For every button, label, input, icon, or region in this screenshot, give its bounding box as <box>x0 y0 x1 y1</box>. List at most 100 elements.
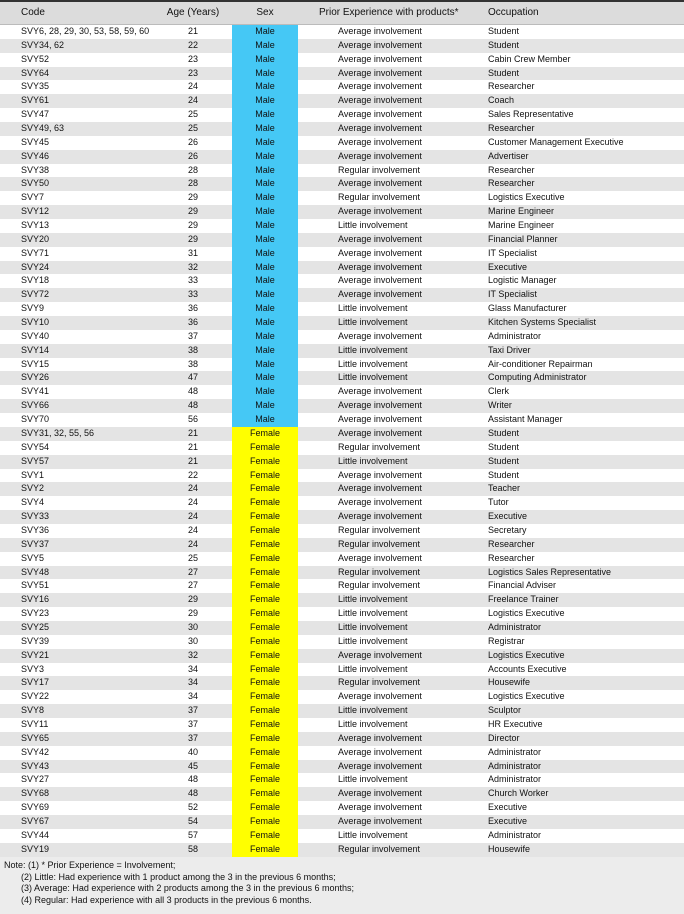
cell-prior-experience: Average involvement <box>338 815 422 826</box>
cell-occupation: Administrator <box>488 746 542 757</box>
cell-prior-experience: Average involvement <box>338 26 422 36</box>
cell-occupation: Housewife <box>488 843 531 854</box>
table-row: SVY42 40 Female Average involvement Administ… <box>0 745 684 760</box>
cell-prior-experience: Average involvement <box>338 289 422 300</box>
cell-prior-experience: Average involvement <box>338 788 422 799</box>
cell-prior-experience: Average involvement <box>338 233 422 244</box>
table-row: SVY51 27 Female Regular involvement Financia… <box>0 579 684 594</box>
cell-prior-experience: Little involvement <box>338 358 408 369</box>
header-age: Age (Years) <box>166 7 220 18</box>
cell-age: 27 <box>187 566 198 577</box>
table-row: SVY27 48 Female Little involvement Administr… <box>0 773 684 788</box>
cell-prior-experience: Average involvement <box>338 400 422 411</box>
cell-age: 31 <box>187 247 198 258</box>
cell-sex: Female <box>232 787 298 802</box>
cell-age: 33 <box>187 289 198 300</box>
cell-code: SVY69 <box>21 802 50 813</box>
cell-occupation: Teacher <box>488 483 521 494</box>
cell-occupation: Air-conditioner Repairman <box>488 358 593 369</box>
table-row: SVY34, 62 22 Male Average involvement Studen… <box>0 38 684 53</box>
table-row: SVY36 24 Female Regular involvement Secretar… <box>0 523 684 538</box>
table-row: SVY3 34 Female Little involvement Accounts E… <box>0 662 684 677</box>
cell-prior-experience: Average involvement <box>338 386 422 397</box>
cell-age: 36 <box>187 317 198 328</box>
cell-sex: Male <box>232 371 298 386</box>
cell-prior-experience: Average involvement <box>338 39 422 50</box>
cell-prior-experience: Average involvement <box>338 261 422 272</box>
cell-age: 23 <box>187 53 198 64</box>
cell-code: SVY17 <box>21 677 50 688</box>
cell-prior-experience: Regular involvement <box>338 538 421 549</box>
cell-sex: Female <box>232 537 298 552</box>
cell-prior-experience: Average involvement <box>338 414 422 425</box>
cell-occupation: Administrator <box>488 829 542 840</box>
cell-prior-experience: Average involvement <box>338 123 422 134</box>
table-row: SVY11 37 Female Little involvement HR Execut… <box>0 717 684 732</box>
cell-occupation: IT Specialist <box>488 247 537 258</box>
cell-sex: Female <box>232 496 298 511</box>
cell-code: SVY20 <box>21 233 50 244</box>
table-row: SVY10 36 Male Little involvement Kitchen Sys… <box>0 316 684 330</box>
header-sex: Sex <box>256 7 274 18</box>
cell-sex: Male <box>232 343 298 358</box>
cell-code: SVY27 <box>21 774 50 785</box>
cell-code: SVY38 <box>21 164 50 175</box>
cell-sex: Female <box>232 828 298 843</box>
cell-occupation: Logistics Executive <box>488 608 565 619</box>
cell-prior-experience: Average involvement <box>338 732 422 743</box>
table-row: SVY49, 63 25 Male Average involvement Resear… <box>0 122 684 136</box>
cell-occupation: Student <box>488 67 520 78</box>
cell-prior-experience: Little involvement <box>338 317 408 328</box>
header-code: Code <box>21 7 45 18</box>
cell-age: 29 <box>187 220 198 231</box>
cell-prior-experience: Regular involvement <box>338 677 421 688</box>
cell-code: SVY45 <box>21 136 50 147</box>
cell-sex: Female <box>232 523 298 538</box>
cell-occupation: Coach <box>488 95 515 106</box>
table-row: SVY35 24 Male Average involvement Researcher <box>0 80 684 95</box>
cell-prior-experience: Little involvement <box>338 608 408 619</box>
cell-sex: Male <box>232 25 298 39</box>
table-row: SVY54 21 Female Regular involvement Student <box>0 440 684 455</box>
cell-code: SVY64 <box>21 67 50 78</box>
cell-occupation: Researcher <box>488 538 535 549</box>
cell-age: 21 <box>187 427 198 438</box>
cell-code: SVY14 <box>21 344 50 355</box>
table-row: SVY9 36 Male Little involvement Glass Manufa… <box>0 302 684 317</box>
cell-age: 34 <box>187 691 198 702</box>
cell-sex: Female <box>232 648 298 663</box>
cell-code: SVY26 <box>21 372 50 383</box>
table-row: SVY13 29 Male Little involvement Marine Engi… <box>0 219 684 233</box>
cell-occupation: Marine Engineer <box>488 206 555 217</box>
cell-code: SVY68 <box>21 788 50 799</box>
cell-age: 34 <box>187 677 198 688</box>
table-row: SVY41 48 Male Average involvement Clerk <box>0 385 684 400</box>
table-row: SVY33 24 Female Average involvement Executiv… <box>0 510 684 524</box>
header-prior-experience: Prior Experience with products* <box>319 7 459 18</box>
cell-code: SVY67 <box>21 815 50 826</box>
cell-code: SVY51 <box>21 580 50 591</box>
table-row: SVY71 31 Male Average involvement IT Special… <box>0 246 684 261</box>
cell-age: 29 <box>187 608 198 619</box>
cell-occupation: Marine Engineer <box>488 220 555 231</box>
cell-code: SVY43 <box>21 760 50 771</box>
cell-occupation: Student <box>488 427 520 438</box>
cell-age: 37 <box>187 718 198 729</box>
cell-prior-experience: Little involvement <box>338 220 408 231</box>
cell-code: SVY66 <box>21 400 50 411</box>
cell-age: 23 <box>187 67 198 78</box>
cell-occupation: Logistics Sales Representative <box>488 566 612 577</box>
cell-age: 38 <box>187 344 198 355</box>
cell-occupation: Advertiser <box>488 150 529 161</box>
table-row: SVY40 37 Male Average involvement Administra… <box>0 329 684 344</box>
cell-occupation: Cabin Crew Member <box>488 53 571 64</box>
cell-prior-experience: Regular involvement <box>338 566 421 577</box>
cell-sex: Male <box>232 108 298 123</box>
cell-prior-experience: Little involvement <box>338 455 408 466</box>
table-row: SVY1 22 Female Average involvement Student <box>0 468 684 483</box>
cell-age: 26 <box>187 136 198 147</box>
cell-occupation: Registrar <box>488 635 525 646</box>
cell-age: 56 <box>187 414 198 425</box>
table-row: SVY5 25 Female Average involvement Researche… <box>0 551 684 566</box>
cell-occupation: IT Specialist <box>488 289 537 300</box>
